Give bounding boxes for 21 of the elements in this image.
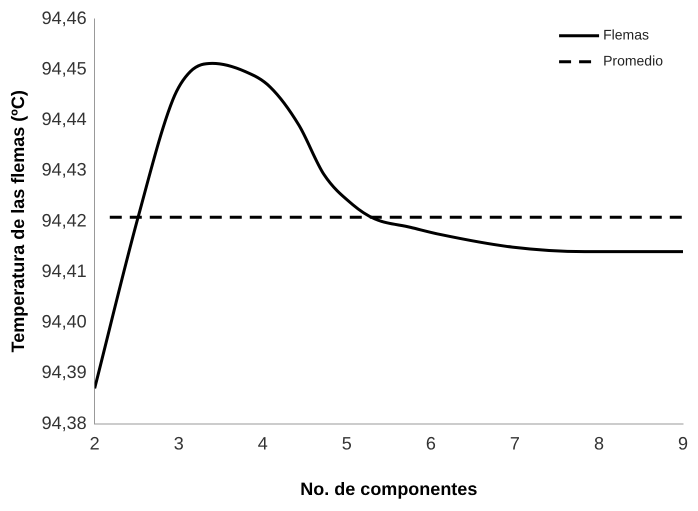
x-tick-label: 5 — [342, 434, 352, 454]
y-tick-label: 94,46 — [42, 8, 87, 28]
x-tick-label: 8 — [594, 434, 604, 454]
x-tick-label: 4 — [258, 434, 268, 454]
x-tick-label: 2 — [90, 434, 100, 454]
legend-label: Flemas — [603, 26, 649, 43]
x-axis-title: No. de componentes — [300, 479, 478, 500]
y-tick-label: 94,38 — [42, 412, 87, 433]
y-tick-label: 94,44 — [42, 109, 87, 130]
legend-label: Promedio — [603, 52, 664, 69]
x-tick-label: 7 — [510, 434, 520, 454]
x-tick-label: 6 — [426, 434, 436, 454]
y-tick-label: 94,42 — [42, 210, 87, 230]
y-tick-label: 94,43 — [42, 160, 87, 180]
x-tick-label: 9 — [678, 434, 688, 454]
y-tick-label: 94,41 — [42, 260, 87, 281]
x-tick-label: 3 — [174, 434, 184, 454]
y-tick-label: 94,45 — [42, 58, 87, 78]
y-axis-title: Temperatura de las flemas (ºC) — [8, 90, 28, 352]
y-tick-label: 94,40 — [42, 312, 87, 332]
y-tick-label: 94,39 — [42, 362, 87, 382]
